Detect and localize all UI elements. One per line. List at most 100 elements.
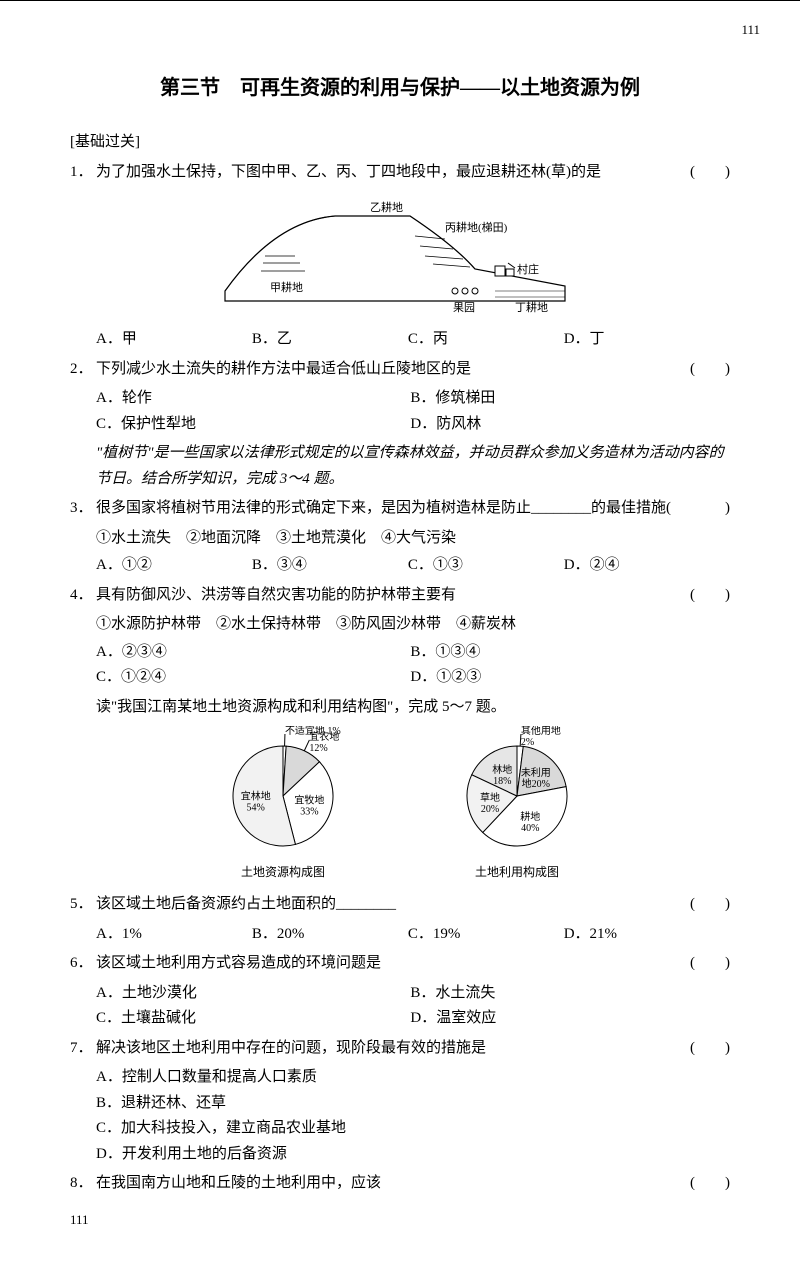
svg-text:未利用: 未利用 [521,767,551,779]
option[interactable]: C．土壤盐碱化 [96,1006,407,1032]
answer-blank: ( ) [690,1171,730,1197]
q4-options: A．②③④ B．①③④ C．①②④ D．①②③ [70,640,730,691]
option[interactable]: B．20% [252,922,404,948]
svg-text:丁耕地: 丁耕地 [515,300,548,314]
option[interactable]: D．21% [564,922,716,948]
option[interactable]: B．退耕还林、还草 [96,1091,724,1117]
option[interactable]: A．1% [96,922,248,948]
q2-text: 下列减少水土流失的耕作方法中最适合低山丘陵地区的是 [96,361,471,377]
option[interactable]: A．①② [96,553,248,579]
svg-text:乙耕地: 乙耕地 [370,200,403,214]
q4-num: 4． [70,583,93,609]
q4-text: 具有防御风沙、洪涝等自然灾害功能的防护林带主要有 [96,587,456,603]
q7-text: 解决该地区土地利用中存在的问题，现阶段最有效的措施是 [96,1040,486,1056]
q6-options: A．土地沙漠化 B．水土流失 C．土壤盐碱化 D．温室效应 [70,981,730,1032]
question-1: 1． 为了加强水土保持，下图中甲、乙、丙、丁四地段中，最应退耕还林(草)的是 (… [70,160,730,186]
option[interactable]: A．②③④ [96,640,407,666]
page-number-top: 111 [741,19,760,41]
chapter-title: 第三节 可再生资源的利用与保护——以土地资源为例 [70,71,730,105]
q6-text: 该区域土地利用方式容易造成的环境问题是 [96,955,381,971]
svg-text:地20%: 地20% [522,777,550,790]
q2-options: A．轮作 B．修筑梯田 C．保护性犁地 D．防风林 [70,386,730,437]
question-8: 8． 在我国南方山地和丘陵的土地利用中，应该 ( ) [70,1171,730,1197]
svg-text:宜农地: 宜农地 [310,730,340,743]
svg-text:33%: 33% [300,807,318,818]
svg-text:甲耕地: 甲耕地 [270,280,303,294]
option[interactable]: D．①②③ [410,665,721,691]
q3-items: ①水土流失 ②地面沉降 ③土地荒漠化 ④大气污染 [70,526,730,552]
pie-chart-2: 其他用地2%未利用地20%耕地40%草地20%林地18%土地利用构成图 [402,726,632,886]
option[interactable]: D．②④ [564,553,716,579]
q7-options: A．控制人口数量和提高人口素质 B．退耕还林、还草 C．加大科技投入，建立商品农… [70,1065,730,1167]
option[interactable]: D．防风林 [410,412,721,438]
question-6: 6． 该区域土地利用方式容易造成的环境问题是 ( ) [70,951,730,977]
q6-num: 6． [70,951,93,977]
svg-text:林地: 林地 [492,763,512,776]
option[interactable]: A．控制人口数量和提高人口素质 [96,1065,724,1091]
q5-num: 5． [70,892,93,918]
q5-options: A．1% B．20% C．19% D．21% [70,922,730,948]
svg-text:宜林地: 宜林地 [241,789,271,802]
q5-text: 该区域土地后备资源约占土地面积的________ [96,896,396,912]
answer-blank: ( ) [690,357,730,383]
svg-text:耕地: 耕地 [520,810,540,823]
svg-text:果园: 果园 [453,301,475,314]
option[interactable]: A．土地沙漠化 [96,981,407,1007]
svg-text:18%: 18% [493,776,511,787]
q3-options: A．①② B．③④ C．①③ D．②④ [70,553,730,579]
question-2: 2． 下列减少水土流失的耕作方法中最适合低山丘陵地区的是 ( ) [70,357,730,383]
svg-text:土地利用构成图: 土地利用构成图 [475,864,559,879]
svg-text:54%: 54% [247,802,265,813]
q3-text: 很多国家将植树节用法律的形式确定下来，是因为植树造林是防止________的最佳… [96,500,671,516]
option[interactable]: C．①③ [408,553,560,579]
exam-page: 111 第三节 可再生资源的利用与保护——以土地资源为例 [基础过关] 1． 为… [0,0,800,1271]
option[interactable]: C．19% [408,922,560,948]
option[interactable]: C．①②④ [96,665,407,691]
option[interactable]: C．丙 [408,327,560,353]
svg-text:40%: 40% [521,823,539,834]
q1-num: 1． [70,160,93,186]
q3-num: 3． [70,496,93,522]
pie-chart-1: 不适宜地 1%宜农地12%宜牧地33%宜林地54%土地资源构成图 [168,726,398,886]
figure-2: 不适宜地 1%宜农地12%宜牧地33%宜林地54%土地资源构成图 其他用地2%未… [70,726,730,886]
figure-1: 甲耕地 乙耕地 丙耕地(梯田) 村庄 果园 丁耕地 [70,191,730,321]
svg-text:村庄: 村庄 [517,262,539,276]
q8-num: 8． [70,1171,93,1197]
option[interactable]: C．保护性犁地 [96,412,407,438]
question-3: 3． 很多国家将植树节用法律的形式确定下来，是因为植树造林是防止________… [70,496,730,522]
answer-blank: ( ) [690,951,730,977]
question-7: 7． 解决该地区土地利用中存在的问题，现阶段最有效的措施是 ( ) [70,1036,730,1062]
svg-text:宜牧地: 宜牧地 [295,794,325,807]
q8-text: 在我国南方山地和丘陵的土地利用中，应该 [96,1175,381,1191]
option[interactable]: D．丁 [564,327,716,353]
svg-text:土地资源构成图: 土地资源构成图 [241,864,325,879]
intro-3-4: "植树节"是一些国家以法律形式规定的以宣传森林效益，并动员群众参加义务造林为活动… [70,441,730,492]
svg-text:草地: 草地 [480,791,500,804]
option[interactable]: B．①③④ [410,640,721,666]
option[interactable]: B．③④ [252,553,404,579]
option[interactable]: A．轮作 [96,386,407,412]
q4-items: ①水源防护林带 ②水土保持林带 ③防风固沙林带 ④薪炭林 [70,612,730,638]
intro-5-7: 读"我国江南某地土地资源构成和利用结构图"，完成 5～7 题。 [70,695,730,721]
svg-text:其他用地: 其他用地 [521,726,561,737]
option[interactable]: D．温室效应 [410,1006,721,1032]
option[interactable]: A．甲 [96,327,248,353]
q1-text: 为了加强水土保持，下图中甲、乙、丙、丁四地段中，最应退耕还林(草)的是 [96,164,601,180]
answer-blank: ( ) [690,1036,730,1062]
answer-blank: ( ) [690,160,730,186]
q1-options: A．甲 B．乙 C．丙 D．丁 [70,327,730,353]
option[interactable]: D．开发利用土地的后备资源 [96,1142,724,1168]
option[interactable]: B．修筑梯田 [410,386,721,412]
q7-num: 7． [70,1036,93,1062]
section-label: [基础过关] [70,130,730,156]
answer-blank: ( ) [690,892,730,918]
option[interactable]: C．加大科技投入，建立商品农业基地 [96,1116,724,1142]
svg-text:12%: 12% [310,743,328,754]
svg-text:20%: 20% [481,804,499,815]
q2-num: 2． [70,357,93,383]
question-5: 5． 该区域土地后备资源约占土地面积的________ ( ) [70,892,730,918]
option[interactable]: B．乙 [252,327,404,353]
answer-blank: ) [710,496,730,522]
svg-text:丙耕地(梯田): 丙耕地(梯田) [445,220,508,234]
option[interactable]: B．水土流失 [410,981,721,1007]
